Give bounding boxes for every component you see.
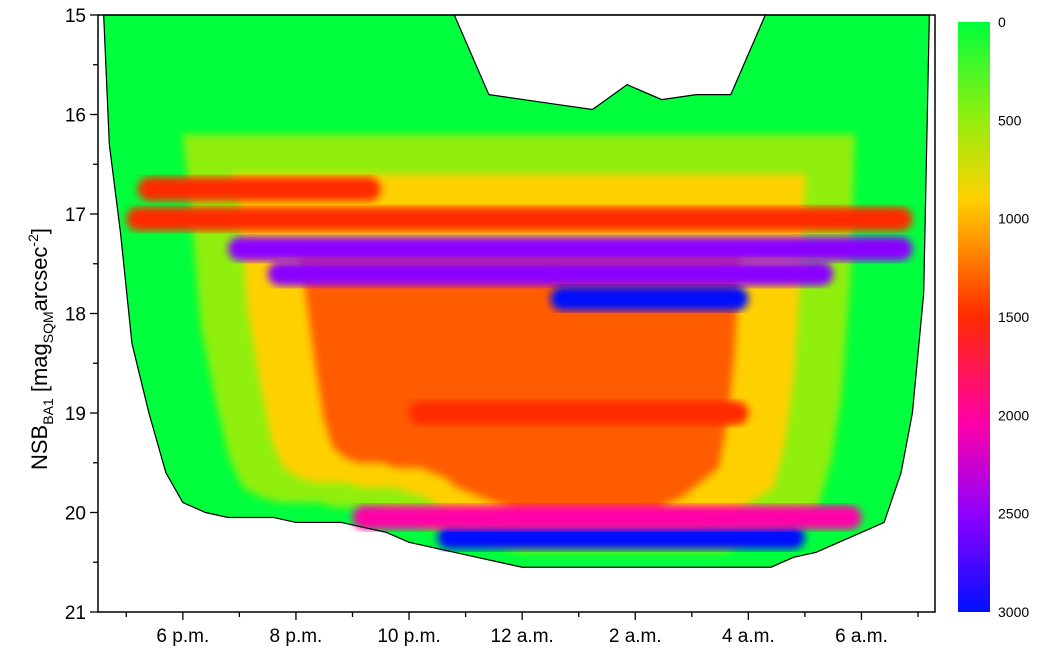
y-tick-label: 15 xyxy=(65,6,86,27)
x-tick-label: 2 a.m. xyxy=(609,626,662,647)
heatmap-band xyxy=(137,177,381,202)
heatmap-band xyxy=(437,525,805,550)
colorbar-labels: 0 500 1000 1500 2000 2500 3000 xyxy=(998,14,1029,620)
y-tick-label: 18 xyxy=(65,305,86,326)
x-tick-label: 8 p.m. xyxy=(270,626,323,647)
x-tick-label: 10 p.m. xyxy=(377,626,440,647)
y-tick-label: 20 xyxy=(65,504,86,525)
x-tick-label: 12 a.m. xyxy=(490,626,553,647)
y-label-close: ] xyxy=(27,228,52,234)
envelope-outline xyxy=(103,14,930,568)
heatmap-band xyxy=(267,261,834,286)
colorbar-label: 2500 xyxy=(998,506,1029,522)
colorbar-label: 500 xyxy=(998,112,1022,128)
envelope-gap xyxy=(453,14,767,111)
heatmap-band xyxy=(352,505,862,530)
y-tick-label: 17 xyxy=(65,205,86,226)
x-tick-label: 4 a.m. xyxy=(722,626,775,647)
colorbar-label: 2000 xyxy=(998,407,1029,423)
heatmap-band xyxy=(409,401,749,425)
heatmap-band xyxy=(550,286,749,311)
y-label-end: arcsec xyxy=(27,247,52,312)
y-tick-label: 16 xyxy=(65,106,86,127)
heatmap-envelope xyxy=(103,14,930,568)
colorbar-label: 3000 xyxy=(998,604,1029,620)
x-tick-label: 6 a.m. xyxy=(835,626,888,647)
y-label-base-sub: BA1 xyxy=(40,398,56,425)
x-tick-label: 6 p.m. xyxy=(156,626,209,647)
y-tick-label: 21 xyxy=(65,603,86,624)
y-axis: 15 16 17 18 19 20 21 xyxy=(65,6,98,624)
colorbar-label: 1000 xyxy=(998,211,1029,227)
y-tick-label: 19 xyxy=(65,404,86,425)
y-axis-label: NSBBA1 [magSQMarcsec-2] xyxy=(25,228,56,470)
colorbar-label: 0 xyxy=(998,14,1006,30)
heatmap-band xyxy=(126,206,913,231)
colorbar-label: 1500 xyxy=(998,309,1029,325)
x-axis: 6 p.m. 8 p.m. 10 p.m. 12 a.m. 2 a.m. 4 a.m. 6 … xyxy=(125,612,919,647)
heatmap-band xyxy=(228,236,913,261)
y-label-base: NSB xyxy=(27,425,52,470)
y-label-mid: [mag xyxy=(27,343,52,398)
colorbar xyxy=(958,22,990,612)
heatmap-region-high xyxy=(289,253,744,513)
heatmap-surface xyxy=(103,15,930,568)
y-label-mid-sub: SQM xyxy=(40,311,56,343)
y-label-end-sup: -2 xyxy=(25,234,41,247)
